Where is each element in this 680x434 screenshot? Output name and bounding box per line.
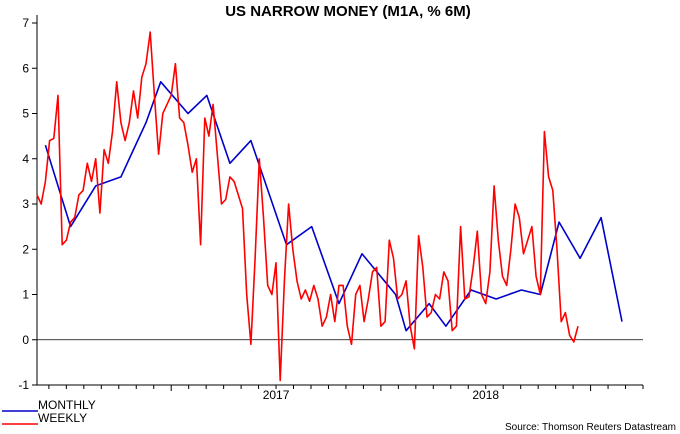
y-tick-label: 4 xyxy=(22,152,29,166)
source-note: Source: Thomson Reuters Datastream xyxy=(505,422,676,433)
legend-label-weekly: WEEKLY xyxy=(38,411,87,425)
series-line-monthly xyxy=(44,81,623,332)
series-layer xyxy=(36,31,623,382)
x-axis: 201720182019 xyxy=(37,384,644,402)
y-tick-label: 2 xyxy=(22,242,29,256)
x-tick-label: 2018 xyxy=(472,388,499,402)
chart-title: US NARROW MONEY (M1A, % 6M) xyxy=(225,3,471,20)
y-tick-label: 7 xyxy=(22,16,29,30)
y-tick-label: 5 xyxy=(22,107,29,121)
x-tick-label: 2017 xyxy=(263,388,290,402)
y-tick-label: -1 xyxy=(18,378,29,392)
y-axis: -1 0 1 2 3 4 5 6 7 xyxy=(18,15,38,392)
y-tick-label: 3 xyxy=(22,197,29,211)
y-tick-label: 1 xyxy=(22,288,29,302)
series-line-weekly xyxy=(36,31,579,382)
legend-label-monthly: MONTHLY xyxy=(38,398,96,412)
y-tick-label: 0 xyxy=(22,333,29,347)
y-tick-label: 6 xyxy=(22,61,29,75)
legend: MONTHLY WEEKLY xyxy=(2,398,96,425)
